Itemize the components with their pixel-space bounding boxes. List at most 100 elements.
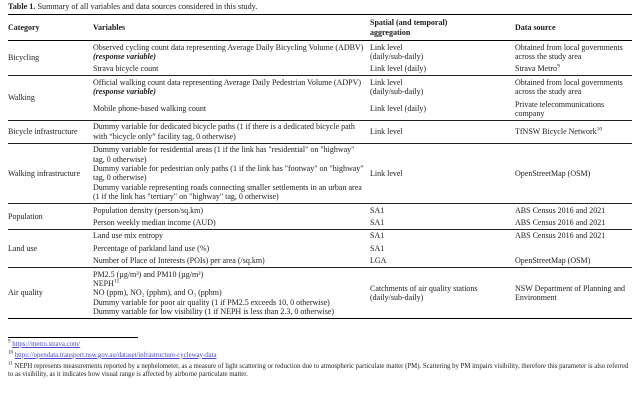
table-row: Number of Place of Interests (POIs) per … [8,255,632,268]
spatial-aggregation-text: Link level (daily) [370,104,426,114]
superscript: 9 [557,63,560,70]
footnote-number: 11 [8,361,13,367]
spatial-aggregation-cell: Link level (daily) [370,63,515,76]
table-row: Walking Official walking count data repre… [8,76,632,103]
data-source-cell: OpenStreetMap (OSM) [515,143,632,203]
text-run: Obtained from local governments across t… [515,42,623,61]
text-run: Observed cycling count data representing… [93,42,364,52]
spatial-aggregation-cell: Link level (daily/sub-daily) [370,76,515,98]
text-run: Dummy variable for dedicated bicycle pat… [93,122,355,141]
variable-text: Dummy variable for pedestrian only paths… [93,164,364,183]
spatial-aggregation-cell: SA1 [370,204,515,217]
table-row: Walking infrastructure Dummy variable for… [8,143,632,203]
spatial-aggregation-text: SA1 [370,218,385,227]
footnote-text: NEPH represents measurements reported by… [8,362,629,379]
text-run: Person weekly median income (AUD) [93,218,216,227]
spatial-aggregation-text: Link level (daily) [370,64,426,74]
spatial-aggregation-cell: Link level (daily) [370,98,515,120]
category-group: Walking infrastructure Dummy variable for… [8,143,632,204]
data-source-cell: ABS Census 2016 and 2021 [515,204,632,217]
text-run: OpenStreetMap (OSM) [515,168,591,178]
variables-cell: Person weekly median income (AUD) [93,217,370,230]
header-row: Category Variables Spatial (and temporal… [8,14,632,41]
variables-cell: Population density (person/sq.km) [93,204,370,217]
data-source-cell: NSW Department of Planning and Environme… [515,268,632,319]
variable-text: Percentage of parkland land use (%) [93,244,364,253]
category-cell: Population [8,211,43,221]
text-run: ABS Census 2016 and 2021 [515,218,606,227]
variables-cell: Dummy variable for dedicated bicycle pat… [93,120,370,143]
variables-cell: Strava bicycle count [93,63,370,76]
table-caption-label: Table 1. [8,2,36,11]
data-source-cell: OpenStreetMap (OSM) [515,255,632,268]
text-run: OpenStreetMap (OSM) [515,256,591,266]
spatial-aggregation-text: Catchments of air quality stations [370,283,478,293]
data-source-cell: Obtained from local governments across t… [515,76,632,98]
spatial-aggregation-text: Link level [370,77,403,87]
variables-cell: Percentage of parkland land use (%) [93,242,370,254]
text-run: Official walking count data representing… [93,77,362,87]
superscript: 10 [596,126,603,133]
footnote-number: 9 [8,339,11,345]
table-row: Bicycling Observed cycling count data rep… [8,41,632,63]
variable-text: Observed cycling count data representing… [93,43,364,62]
category-group: Air quality PM2.5 (µg/m³) and PM10 (µg/m³… [8,268,632,319]
variables-cell: PM2.5 (µg/m³) and PM10 (µg/m³) NEPH11 NO (… [93,268,370,319]
text-run: Land use mix entropy [93,231,163,241]
text-run: TfNSW Bicycle Network [515,127,597,137]
spatial-aggregation-cell: Catchments of air quality stations (daily… [370,268,515,319]
spatial-aggregation-cell: SA1 [370,217,515,230]
variable-text: Dummy variable for low visibility (1 if … [93,307,364,316]
variable-text: Strava bicycle count [93,64,364,73]
category-cell: Bicycle infrastructure [8,127,78,137]
data-source-cell [515,242,632,254]
text-run: Dummy variable for poor air quality (1 i… [93,297,330,307]
category-cell: Walking infrastructure [8,168,80,178]
spatial-aggregation-text: Link level [370,168,403,178]
spatial-aggregation-text: SA1 [370,231,385,241]
table-row: Air quality PM2.5 (µg/m³) and PM10 (µg/m³… [8,268,632,319]
table-row: Strava bicycle count Link level (daily) St… [8,63,632,76]
text-run: Dummy variable representing roads connec… [93,182,362,202]
table-row: Percentage of parkland land use (%) SA1 [8,242,632,254]
data-source-cell: Private telecommunications company [515,98,632,120]
variable-text: Person weekly median income (AUD) [93,218,364,227]
table-row: Mobile phone-based walking count Link lev… [8,98,632,120]
col-header-variables: Variables [93,22,126,32]
footnote-separator [8,337,138,339]
text-run: PM2.5 (µg/m³) and PM10 (µg/m³) [93,269,204,279]
spatial-aggregation-cell: LGA [370,255,515,268]
text-run: ABS Census 2016 and 2021 [515,205,606,215]
table-row: Population Population density (person/sq.… [8,204,632,221]
spatial-aggregation-cell: Link level [370,120,515,143]
spatial-aggregation-text: (daily/sub-daily) [370,87,424,97]
category-cell: Land use [8,243,38,253]
footnote-link[interactable]: https://metro.strava.com/ [12,340,81,348]
table-row: Land use Land use mix entropy SA1 ABS Censu… [8,229,632,252]
variable-text: PM2.5 (µg/m³) and PM10 (µg/m³) [93,270,364,279]
text-run: Percentage of parkland land use (%) [93,243,210,253]
spatial-aggregation-text: (daily/sub-daily) [370,51,424,61]
text-run: Dummy variable for residential areas (1 … [93,145,355,164]
category-group: Bicycling Observed cycling count data rep… [8,41,632,76]
text-run: (response variable) [93,87,156,97]
variable-text: NEPH11 [93,279,364,288]
category-cell: Air quality [8,288,43,298]
data-source-cell: Strava Metro9 [515,63,632,76]
table-caption: Table 1. Summary of all variables and da… [8,0,632,12]
variables-cell: Official walking count data representing… [93,76,370,98]
spatial-aggregation-text: Link level [370,42,403,52]
data-source-cell: TfNSW Bicycle Network10 [515,120,632,143]
variables-cell: Land use mix entropy [93,229,370,242]
category-group: Land use Land use mix entropy SA1 ABS Censu… [8,229,632,268]
data-source-cell: ABS Census 2016 and 2021 [515,229,632,242]
variables-table: Category Variables Spatial (and temporal… [8,14,632,319]
data-source-cell: Obtained from local governments across t… [515,41,632,63]
spatial-aggregation-cell: Link level [370,143,515,203]
footnote-link[interactable]: https://opendata.transport.nsw.gov.au/da… [14,351,217,359]
spatial-aggregation-cell: Link level (daily/sub-daily) [370,41,515,63]
variable-text: Number of Place of Interests (POIs) per … [93,256,364,265]
spatial-aggregation-cell: SA1 [370,242,515,254]
text-run: Strava Metro [515,64,557,74]
text-run: Mobile phone-based walking count [93,104,207,114]
